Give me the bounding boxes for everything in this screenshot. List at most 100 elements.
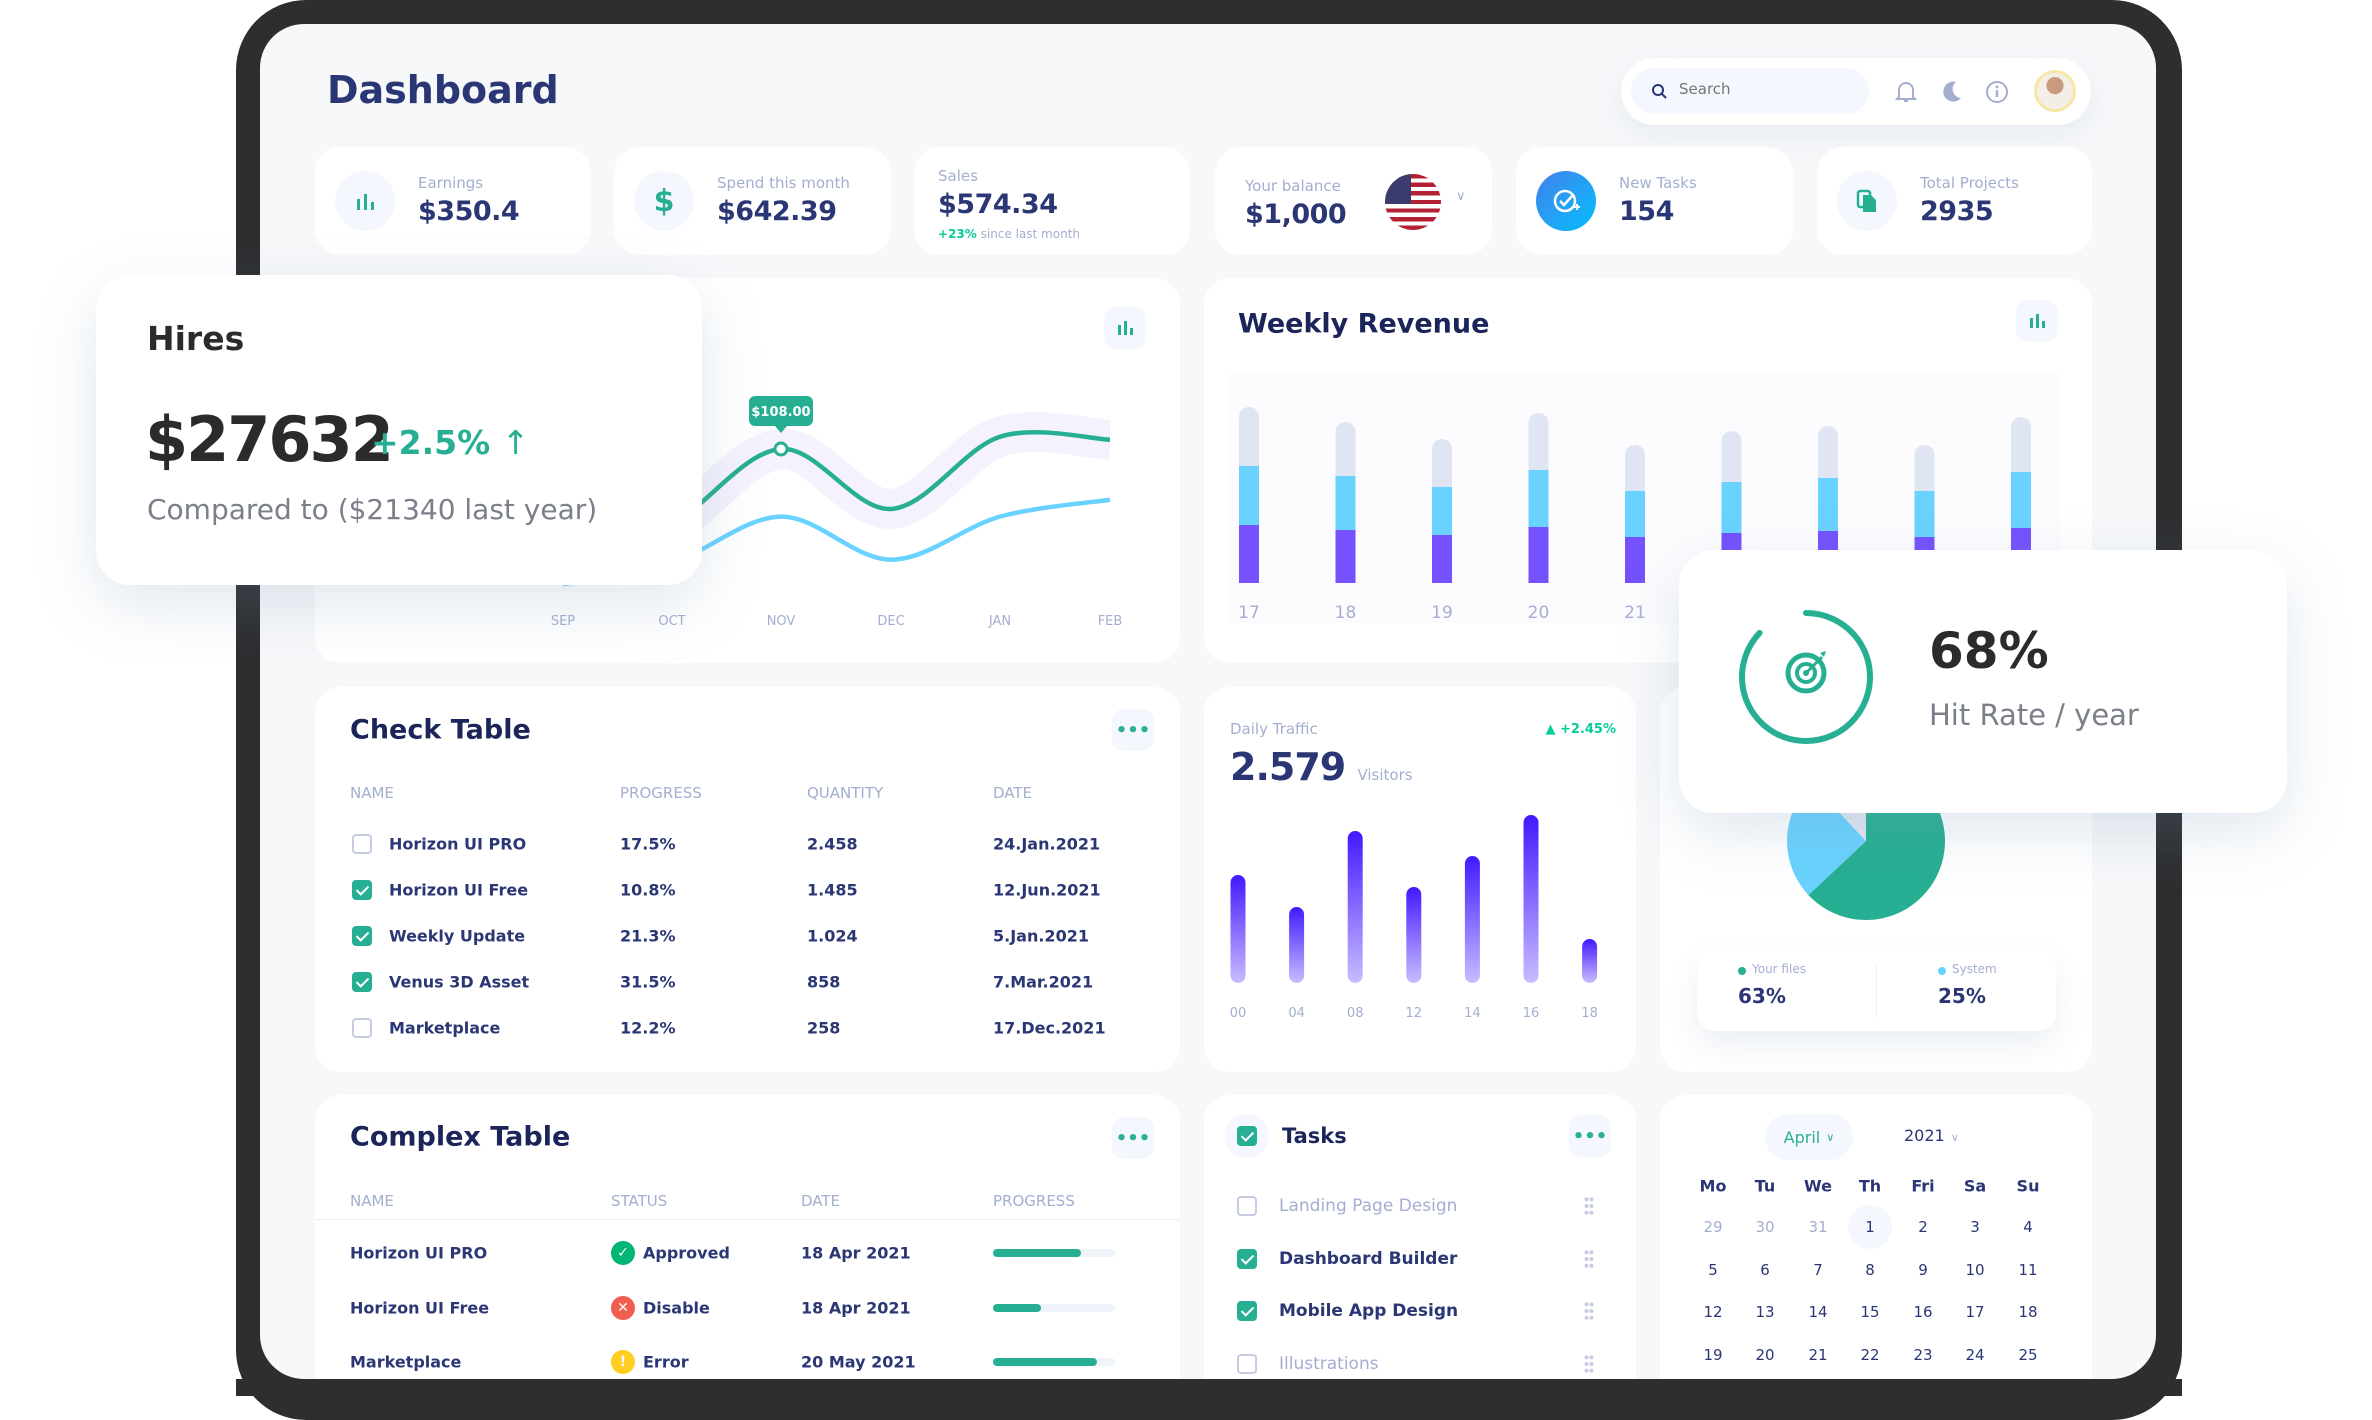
calendar-day[interactable]: 13 [1755,1303,1775,1322]
task-label: Landing Page Design [1279,1196,1458,1216]
x-tick-label: 21 [1624,603,1646,623]
traffic-bar [1289,907,1305,983]
row-checkbox[interactable] [352,834,372,854]
calendar-day[interactable]: 31 [1808,1218,1828,1236]
calendar-day[interactable]: 18 [2018,1303,2038,1322]
x-tick-label: 16 [1523,1006,1540,1021]
bar-segment-0 [1239,525,1259,583]
weekday-label: Sa [1963,1176,1987,1196]
cell-status: Approved [643,1243,730,1263]
stat-value: 2935 [1920,196,1994,227]
cell-name: Venus 3D Asset [389,972,530,992]
progress-bar [993,1303,1115,1312]
calendar-day[interactable]: 30 [1755,1218,1775,1236]
drag-handle-icon[interactable] [1584,1248,1594,1269]
x-tick-label: JAN [988,614,1011,629]
cell-progress: 17.5% [620,834,676,854]
calendar-day[interactable]: 10 [1965,1260,1985,1279]
calendar-day[interactable]: 15 [1860,1303,1880,1322]
us-flag-icon [1385,174,1441,230]
calendar-day[interactable]: 3 [1970,1218,1980,1236]
search-input[interactable] [1679,80,1849,98]
calendar-card: April ∨ 2021 ∨ Mo Tu We Th Fri Sa Su 29 30 31 1 2 3 4 5 6… [1660,1095,2092,1379]
month-select[interactable]: April ∨ [1765,1114,1853,1160]
cell-progress: 21.3% [620,926,676,946]
stat-value: 154 [1619,196,1674,227]
progress-fill [993,1303,1041,1312]
x-tick-label: 12 [1406,1006,1423,1021]
task-checkbox[interactable] [1237,1354,1257,1375]
calendar-day[interactable]: 19 [1703,1346,1723,1365]
calendar-day[interactable]: 25 [2018,1346,2038,1365]
bar-segment-1 [1432,487,1452,535]
search-bar[interactable] [1631,68,1869,114]
column-header: PROGRESS [620,784,702,802]
daily-traffic-label: Daily Traffic [1230,720,1318,738]
calendar-day[interactable]: 22 [1860,1346,1880,1365]
bar-segment-0 [1528,527,1549,583]
drag-handle-icon[interactable] [1584,1196,1594,1216]
calendar-day[interactable]: 24 [1965,1346,1985,1365]
stat-label: Total Projects [1920,174,2019,192]
legend-divider [1876,964,1877,1017]
calendar-day[interactable]: 8 [1865,1260,1875,1279]
chevron-down-icon: ∨ [1950,1131,1959,1144]
calendar-day[interactable]: 17 [1965,1303,1985,1322]
chart-options-button[interactable] [1104,307,1146,349]
tasks-card: Tasks ••• Landing Page Design Dashboard B… [1204,1095,1636,1379]
calendar-day[interactable]: 16 [1913,1303,1933,1322]
task-checkbox[interactable] [1237,1301,1257,1322]
cell-date: 7.Mar.2021 [993,972,1094,992]
task-checkbox[interactable] [1237,1248,1257,1269]
stat-value: $1,000 [1245,199,1347,230]
selected-day-highlight [1848,1205,1892,1249]
calendar-day[interactable]: 9 [1918,1260,1928,1279]
row-checkbox[interactable] [352,1018,372,1038]
more-button[interactable]: ••• [1569,1115,1611,1157]
bar-segment-1 [1528,470,1549,527]
calendar-day[interactable]: 2 [1918,1218,1928,1236]
table-divider [315,1219,1180,1220]
complex-table-title: Complex Table [350,1121,571,1153]
task-checkbox[interactable] [1237,1196,1257,1216]
calendar-day[interactable]: 1 [1865,1218,1875,1236]
pie-legend: Your files 63% System 25% [1697,950,2056,1031]
moon-icon[interactable] [1941,80,1963,102]
calendar-day[interactable]: 11 [2018,1260,2038,1279]
row-checkbox[interactable] [352,880,372,900]
status-icon: ! [611,1350,635,1374]
calendar-day[interactable]: 29 [1703,1218,1723,1236]
calendar-day[interactable]: 21 [1808,1346,1828,1365]
stat-card: Total Projects 2935 [1817,147,2092,255]
more-button[interactable]: ••• [1112,1117,1154,1159]
drag-handle-icon[interactable] [1584,1354,1594,1375]
bell-icon[interactable] [1895,80,1917,104]
calendar-day[interactable]: 14 [1808,1303,1828,1322]
traffic-bar [1406,887,1422,983]
year-value: 2021 [1904,1126,1945,1145]
year-select[interactable]: 2021 ∨ [1904,1126,1959,1145]
search-icon [1652,84,1667,99]
calendar-day[interactable]: 6 [1760,1260,1770,1279]
calendar-day[interactable]: 12 [1703,1303,1723,1322]
traffic-change-value: +2.45% [1560,722,1616,737]
cell-progress: 31.5% [620,972,676,992]
avatar[interactable] [2034,70,2076,112]
cell-quantity: 258 [807,1018,841,1038]
calendar-day[interactable]: 5 [1708,1260,1718,1279]
calendar-day[interactable]: 20 [1755,1346,1775,1365]
row-checkbox[interactable] [352,972,372,992]
info-icon[interactable] [1985,80,2009,104]
chevron-down-icon[interactable]: ∨ [1456,189,1466,204]
calendar-day[interactable]: 4 [2023,1218,2033,1236]
stat-card: ∨ Your balance $1,000 [1215,147,1492,255]
calendar-day[interactable]: 7 [1813,1260,1823,1279]
more-button[interactable]: ••• [1112,709,1154,751]
x-tick-label: 19 [1431,603,1453,623]
row-checkbox[interactable] [352,926,372,946]
cell-quantity: 2.458 [807,834,858,854]
file-copy-icon [1837,171,1897,231]
drag-handle-icon[interactable] [1584,1301,1594,1322]
chart-options-button[interactable] [2016,300,2058,342]
calendar-day[interactable]: 23 [1913,1346,1933,1365]
